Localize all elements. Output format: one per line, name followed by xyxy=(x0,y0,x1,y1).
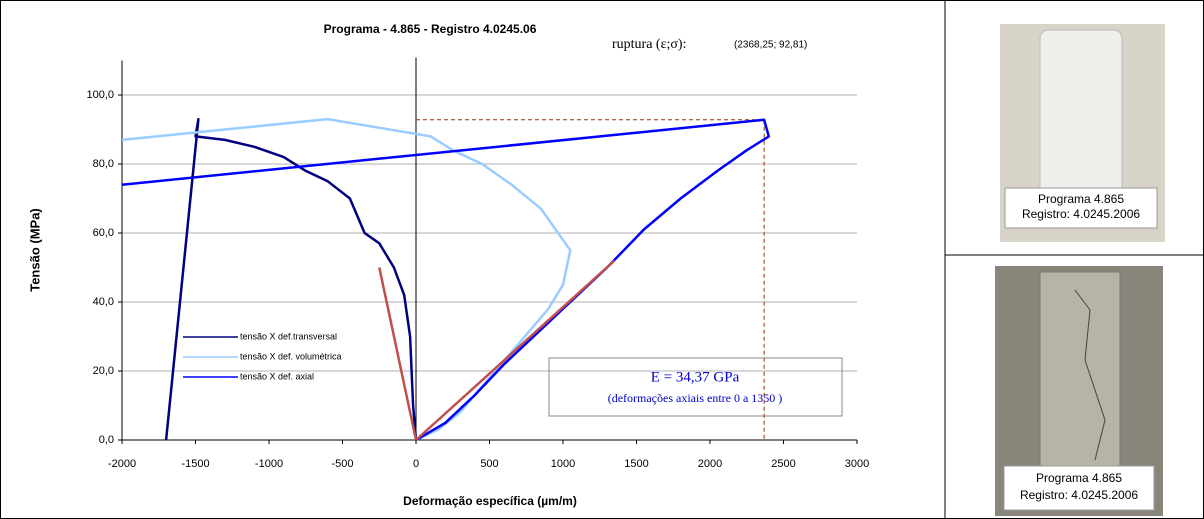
photo-text: Registro: 4.0245.2006 xyxy=(1022,207,1140,221)
modulus-text: E = 34,37 GPa xyxy=(651,369,740,385)
legend-label: tensão X def. volumétrica xyxy=(240,351,342,361)
y-tick-label: 20,0 xyxy=(93,365,114,377)
photo-text: Registro: 4.0245.2006 xyxy=(1020,488,1138,502)
x-tick-label: -1500 xyxy=(181,458,209,470)
x-tick-label: 2500 xyxy=(771,458,795,470)
photo-label xyxy=(1004,187,1158,229)
photo-label xyxy=(1003,465,1155,511)
x-tick-label: -2000 xyxy=(108,458,136,470)
y-tick-label: 0,0 xyxy=(99,434,114,446)
modulus-box xyxy=(548,357,843,417)
x-tick-label: 2000 xyxy=(698,458,722,470)
x-tick-label: 3000 xyxy=(845,458,869,470)
modulus-note: (deformações axiais entre 0 a 1350 ) xyxy=(608,391,783,405)
annotation-value: (2368,25; 92,81) xyxy=(734,40,807,51)
series-line xyxy=(415,259,616,441)
x-tick-label: 500 xyxy=(480,458,498,470)
x-axis-label: Deformação específica (µm/m) xyxy=(403,494,577,508)
y-tick-label: 40,0 xyxy=(93,296,114,308)
series-line xyxy=(164,117,418,441)
y-axis-label: Tensão (MPa) xyxy=(27,208,42,292)
x-tick-label: 1500 xyxy=(624,458,648,470)
x-tick-label: 0 xyxy=(413,458,419,470)
photo-text: Programa 4.865 xyxy=(1038,192,1124,206)
series-line xyxy=(378,267,418,441)
x-tick-label: 1000 xyxy=(551,458,575,470)
legend-label: tensão X def. axial xyxy=(240,371,314,381)
specimen xyxy=(1039,271,1121,473)
crack xyxy=(1074,289,1106,461)
annotation-label: ruptura (ε;σ): xyxy=(612,37,686,52)
y-tick-label: 100,0 xyxy=(86,89,114,101)
series-line xyxy=(121,118,771,442)
y-tick-label: 60,0 xyxy=(93,227,114,239)
legend-label: tensão X def.transversal xyxy=(240,331,337,341)
y-tick-label: 80,0 xyxy=(93,158,114,170)
x-tick-label: -1000 xyxy=(255,458,283,470)
chart-title: Programa - 4.865 - Registro 4.0245.06 xyxy=(324,22,537,36)
photo-text: Programa 4.865 xyxy=(1036,471,1122,485)
x-tick-label: -500 xyxy=(331,458,353,470)
